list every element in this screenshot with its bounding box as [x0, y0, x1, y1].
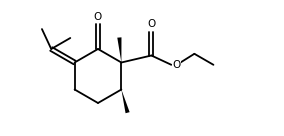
Polygon shape — [121, 89, 130, 113]
Polygon shape — [117, 37, 122, 63]
Text: O: O — [172, 60, 181, 70]
Text: O: O — [94, 12, 102, 21]
Text: O: O — [147, 19, 156, 29]
